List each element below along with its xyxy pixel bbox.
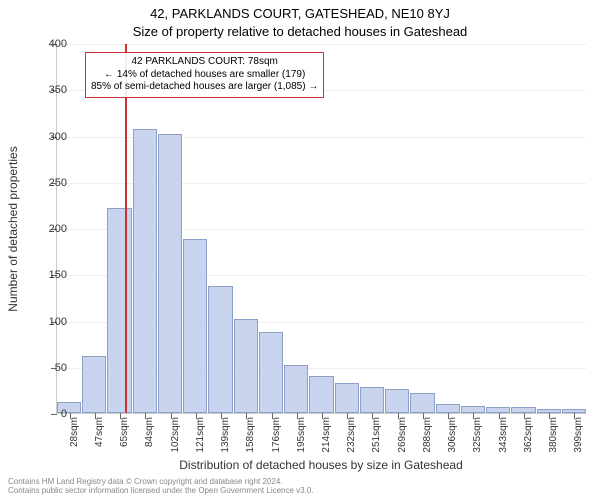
- histogram-bar: [385, 389, 409, 413]
- histogram-bar: [234, 319, 258, 413]
- y-tick-label: 350: [27, 84, 67, 96]
- x-tick-label: 251sqm: [371, 417, 382, 467]
- y-tick-label: 50: [27, 362, 67, 374]
- chart-title-line2: Size of property relative to detached ho…: [0, 24, 600, 39]
- y-tick-label: 300: [27, 131, 67, 143]
- footer-line2: Contains public sector information licen…: [8, 486, 314, 496]
- histogram-bar: [335, 383, 359, 413]
- y-tick-label: 0: [27, 408, 67, 420]
- histogram-bar: [183, 239, 207, 413]
- y-tick-label: 150: [27, 269, 67, 281]
- histogram-bar: [82, 356, 106, 413]
- histogram-bar: [158, 134, 182, 413]
- x-tick-label: 121sqm: [195, 417, 206, 467]
- x-tick-label: 269sqm: [397, 417, 408, 467]
- x-tick-label: 343sqm: [498, 417, 509, 467]
- x-tick-label: 399sqm: [573, 417, 584, 467]
- x-tick-label: 288sqm: [422, 417, 433, 467]
- y-axis-label: Number of detached properties: [6, 64, 20, 229]
- histogram-bar: [436, 404, 460, 413]
- x-tick-label: 195sqm: [296, 417, 307, 467]
- x-tick-label: 28sqm: [69, 417, 80, 467]
- histogram-bar: [461, 406, 485, 413]
- histogram-bar: [208, 286, 232, 413]
- y-tick-label: 400: [27, 38, 67, 50]
- x-tick-label: 84sqm: [144, 417, 155, 467]
- x-tick-label: 380sqm: [548, 417, 559, 467]
- histogram-bar: [360, 387, 384, 413]
- property-marker-line: [125, 44, 127, 413]
- x-tick-label: 47sqm: [94, 417, 105, 467]
- y-tick-label: 250: [27, 177, 67, 189]
- y-tick-label: 200: [27, 223, 67, 235]
- x-tick-label: 214sqm: [321, 417, 332, 467]
- histogram-bar: [309, 376, 333, 413]
- histogram-bar: [259, 332, 283, 413]
- histogram-bar: [284, 365, 308, 413]
- y-tick-label: 100: [27, 316, 67, 328]
- gridline: [57, 44, 586, 45]
- annotation-line3: 85% of semi-detached houses are larger (…: [91, 81, 318, 94]
- x-tick-label: 158sqm: [245, 417, 256, 467]
- x-tick-label: 176sqm: [271, 417, 282, 467]
- histogram-bar: [410, 393, 434, 413]
- x-tick-label: 306sqm: [447, 417, 458, 467]
- footer-attribution: Contains HM Land Registry data © Crown c…: [8, 477, 314, 496]
- annotation-line2: ← 14% of detached houses are smaller (17…: [91, 69, 318, 82]
- x-tick-label: 102sqm: [170, 417, 181, 467]
- histogram-bar: [133, 129, 157, 413]
- x-tick-label: 362sqm: [523, 417, 534, 467]
- annotation-line1: 42 PARKLANDS COURT: 78sqm: [91, 56, 318, 69]
- chart-title-line1: 42, PARKLANDS COURT, GATESHEAD, NE10 8YJ: [0, 6, 600, 21]
- x-tick-label: 139sqm: [220, 417, 231, 467]
- footer-line1: Contains HM Land Registry data © Crown c…: [8, 477, 314, 487]
- annotation-box: 42 PARKLANDS COURT: 78sqm← 14% of detach…: [85, 52, 324, 98]
- plot-area: [56, 44, 586, 414]
- x-tick-label: 232sqm: [346, 417, 357, 467]
- x-tick-label: 325sqm: [472, 417, 483, 467]
- x-tick-label: 65sqm: [119, 417, 130, 467]
- histogram-bar: [107, 208, 131, 413]
